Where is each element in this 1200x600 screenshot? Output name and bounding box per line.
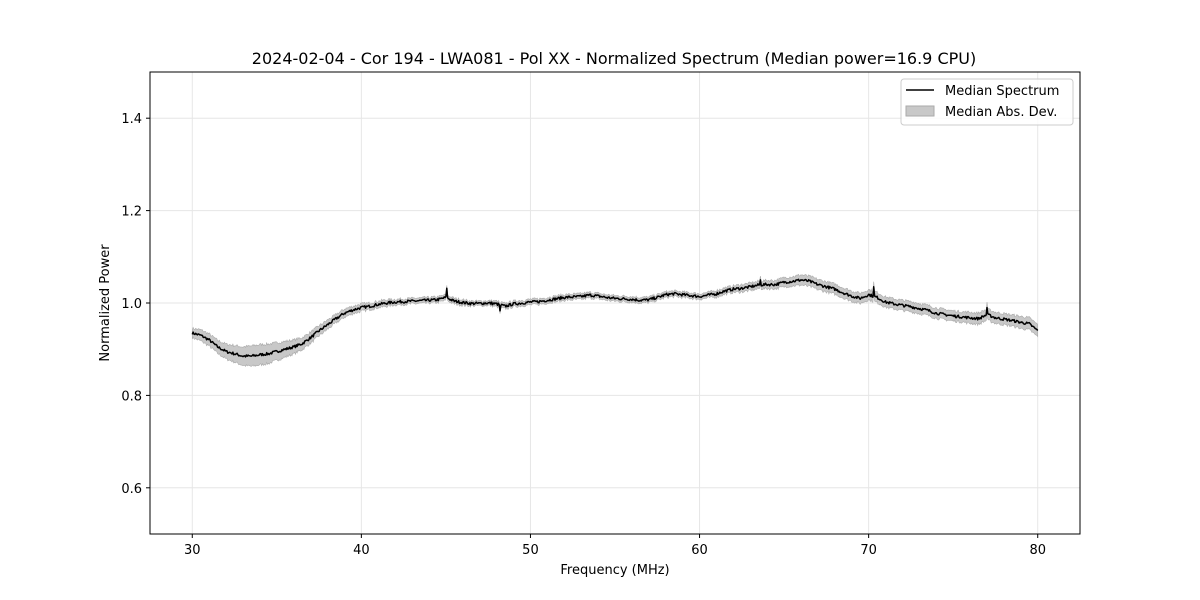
x-tick-label: 30 — [184, 543, 201, 558]
legend: Median Spectrum Median Abs. Dev. — [900, 78, 1074, 126]
x-tick-label: 60 — [691, 543, 708, 558]
grid — [150, 72, 1080, 534]
y-tick-label: 1.0 — [121, 297, 142, 312]
median-line-layer — [191, 278, 1039, 358]
y-tick-label: 0.8 — [121, 389, 142, 404]
legend-band-swatch — [905, 105, 935, 117]
x-axis-ticks: 30 40 50 60 70 80 — [184, 534, 1046, 558]
mad-band-layer — [192, 273, 1038, 367]
y-axis-label: Normalized Power — [98, 244, 113, 362]
median-spectrum-line — [191, 278, 1039, 358]
x-tick-label: 40 — [353, 543, 370, 558]
chart-title: 2024-02-04 - Cor 194 - LWA081 - Pol XX -… — [252, 49, 976, 68]
legend-label-median: Median Spectrum — [945, 84, 1059, 99]
x-tick-label: 50 — [522, 543, 539, 558]
x-tick-label: 80 — [1029, 543, 1046, 558]
x-axis-label: Frequency (MHz) — [560, 563, 669, 578]
y-axis-ticks: 0.6 0.8 1.0 1.2 1.4 — [121, 112, 150, 497]
x-tick-label: 70 — [860, 543, 877, 558]
legend-label-mad: Median Abs. Dev. — [945, 105, 1057, 120]
legend-box — [900, 78, 1074, 126]
y-tick-label: 1.4 — [121, 112, 142, 127]
mad-band — [192, 273, 1038, 367]
y-tick-label: 0.6 — [121, 482, 142, 497]
y-tick-label: 1.2 — [121, 205, 142, 220]
